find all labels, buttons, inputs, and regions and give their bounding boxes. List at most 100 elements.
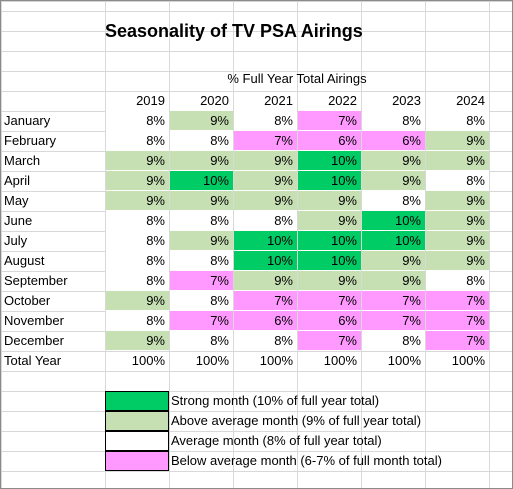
row-label: August: [4, 253, 45, 268]
month-row: January 8% 9% 8% 7% 8% 8%: [1, 111, 512, 131]
value-cell: 9%: [426, 231, 489, 250]
value-cell: 8%: [170, 331, 233, 350]
value-cell: 10%: [170, 171, 233, 190]
value-cell: 8%: [234, 111, 297, 130]
grid-hline: [1, 431, 512, 432]
value-cell: 8%: [426, 171, 489, 190]
value-cell: 7%: [362, 291, 425, 310]
legend-item-above: Above average month (9% of full year tot…: [105, 411, 505, 431]
value-cell: 8%: [234, 211, 297, 230]
value-cell: 10%: [298, 231, 361, 250]
value-cell: 8%: [106, 231, 169, 250]
value-cell: 9%: [170, 231, 233, 250]
grid-vline: [425, 1, 426, 488]
legend-swatch: [105, 451, 169, 471]
total-row: Total Year 100% 100% 100% 100% 100% 100%: [1, 351, 512, 371]
legend-swatch: [105, 411, 169, 431]
value-cell: 8%: [362, 111, 425, 130]
row-label: November: [4, 313, 64, 328]
legend-item-below: Below average month (6-7% of full month …: [105, 451, 505, 471]
value-cell: 7%: [298, 331, 361, 350]
value-cell: 8%: [426, 111, 489, 130]
value-cell: 8%: [106, 251, 169, 270]
value-cell: 100%: [131, 353, 165, 368]
grid-vline: [1, 1, 2, 488]
legend-item-average: Average month (8% of full year total): [105, 431, 505, 451]
month-row: December 9% 8% 8% 7% 8% 7%: [1, 331, 512, 351]
value-cell: 7%: [298, 111, 361, 130]
value-cell: 9%: [170, 151, 233, 170]
value-cell: 7%: [170, 271, 233, 290]
value-cell: 8%: [106, 311, 169, 330]
year-header-2020: 2020: [200, 93, 229, 108]
month-row: February 8% 8% 7% 6% 6% 9%: [1, 131, 512, 151]
value-cell: 9%: [362, 251, 425, 270]
year-header-2022: 2022: [328, 93, 357, 108]
row-label: September: [4, 273, 68, 288]
grid-hline: [1, 391, 512, 392]
row-label: Total Year: [4, 353, 62, 368]
value-cell: 8%: [362, 191, 425, 210]
value-cell: 6%: [298, 311, 361, 330]
row-label: April: [4, 173, 31, 188]
value-cell: 9%: [426, 131, 489, 150]
value-cell: 7%: [298, 291, 361, 310]
year-header-2023: 2023: [392, 93, 421, 108]
value-cell: 9%: [106, 191, 169, 210]
value-cell: 8%: [170, 251, 233, 270]
value-cell: 8%: [426, 271, 489, 290]
value-cell: 8%: [170, 291, 233, 310]
value-cell: 6%: [298, 131, 361, 150]
legend-swatch: [105, 391, 169, 411]
value-cell: 10%: [298, 171, 361, 190]
value-cell: 9%: [362, 171, 425, 190]
table-subtitle: % Full Year Total Airings: [227, 71, 367, 86]
value-cell: 10%: [298, 151, 361, 170]
value-cell: 6%: [234, 311, 297, 330]
grid-hline: [1, 51, 512, 52]
value-cell: 7%: [170, 311, 233, 330]
legend-label: Below average month (6-7% of full month …: [171, 453, 442, 468]
value-cell: 9%: [426, 191, 489, 210]
value-cell: 9%: [298, 271, 361, 290]
legend-item-strong: Strong month (10% of full year total): [105, 391, 505, 411]
row-label: January: [4, 113, 51, 128]
value-cell: 9%: [106, 331, 169, 350]
row-label: May: [4, 193, 29, 208]
year-header-2024: 2024: [456, 93, 485, 108]
row-label: March: [4, 153, 41, 168]
value-cell: 8%: [106, 211, 169, 230]
value-cell: 7%: [426, 331, 489, 350]
value-cell: 9%: [234, 191, 297, 210]
value-cell: 10%: [298, 251, 361, 270]
value-cell: 7%: [234, 291, 297, 310]
month-row: July 8% 9% 10% 10% 10% 9%: [1, 231, 512, 251]
month-row: November 8% 7% 6% 6% 7% 7%: [1, 311, 512, 331]
month-row: September 8% 7% 9% 9% 9% 8%: [1, 271, 512, 291]
value-cell: 100%: [323, 353, 357, 368]
legend-label: Strong month (10% of full year total): [171, 393, 380, 408]
grid-vline: [105, 1, 106, 488]
grid-hline: [1, 71, 512, 72]
value-cell: 9%: [234, 151, 297, 170]
value-cell: 100%: [451, 353, 485, 368]
legend-label: Above average month (9% of full year tot…: [171, 413, 422, 428]
row-label: October: [4, 293, 51, 308]
month-row: March 9% 9% 9% 10% 9% 9%: [1, 151, 512, 171]
legend-swatch: [105, 431, 169, 451]
value-cell: 9%: [106, 291, 169, 310]
chart-title: Seasonality of TV PSA Airings: [105, 21, 363, 41]
value-cell: 10%: [234, 251, 297, 270]
value-cell: 7%: [426, 311, 489, 330]
value-cell: 7%: [362, 311, 425, 330]
month-row: June 8% 8% 8% 9% 10% 9%: [1, 211, 512, 231]
year-header-2019: 2019: [136, 93, 165, 108]
value-cell: 9%: [234, 271, 297, 290]
month-row: October 9% 8% 7% 7% 7% 7%: [1, 291, 512, 311]
grid-hline: [1, 351, 512, 352]
value-cell: 8%: [170, 131, 233, 150]
value-cell: 8%: [106, 131, 169, 150]
value-cell: 8%: [234, 331, 297, 350]
grid-hline: [1, 11, 512, 12]
